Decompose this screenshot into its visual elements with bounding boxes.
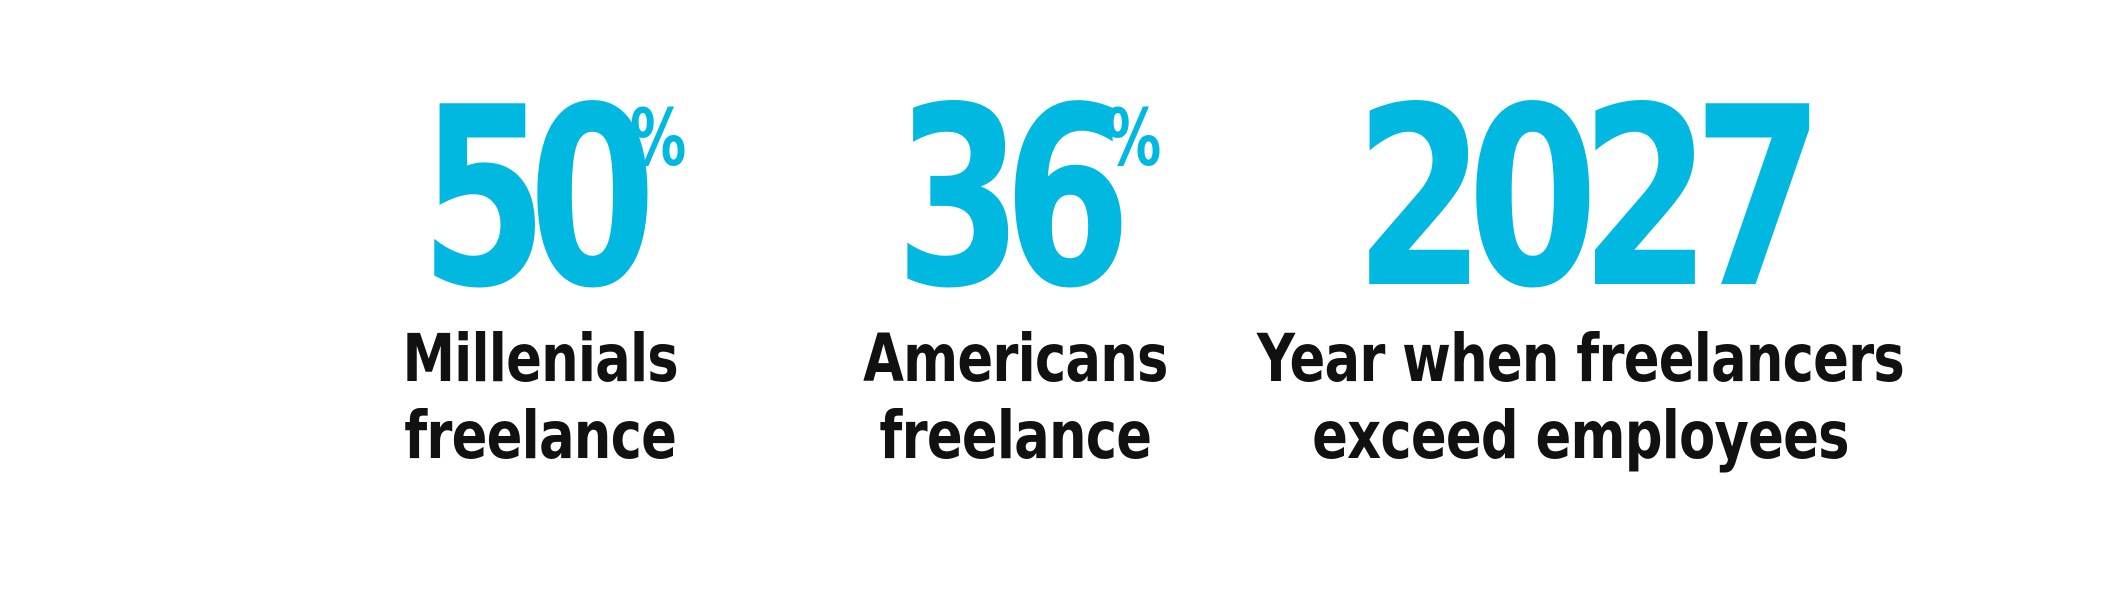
percent-sign: % — [1105, 94, 1162, 184]
stat-value: 2027 — [1354, 55, 1824, 343]
stat-label-line: Americans — [862, 319, 1168, 397]
stat-year: 2027 Year when freelancers exceed employ… — [1230, 55, 1930, 476]
stat-label-line: Year when freelancers — [1256, 319, 1904, 397]
stat-label-line: freelance — [879, 397, 1152, 475]
stat-value: 36 — [895, 55, 1131, 343]
stat-label-line: freelance — [404, 397, 677, 475]
percent-sign: % — [630, 94, 687, 184]
stat-label: Americans freelance — [863, 320, 1168, 476]
stat-label-line: exceed employees — [1311, 397, 1849, 475]
stat-label-line: Millenials — [402, 319, 678, 397]
stat-label: Millenials freelance — [402, 320, 678, 476]
stat-figure: 36 % — [857, 55, 1172, 343]
stat-label: Year when freelancers exceed employees — [1256, 319, 1904, 476]
stat-millenials: 50 % Millenials freelance — [330, 55, 750, 476]
stat-americans: 36 % Americans freelance — [805, 55, 1225, 476]
stat-value: 50 — [420, 55, 656, 343]
stat-figure: 2027 — [1283, 55, 1877, 343]
stat-figure: 50 % — [382, 55, 697, 343]
